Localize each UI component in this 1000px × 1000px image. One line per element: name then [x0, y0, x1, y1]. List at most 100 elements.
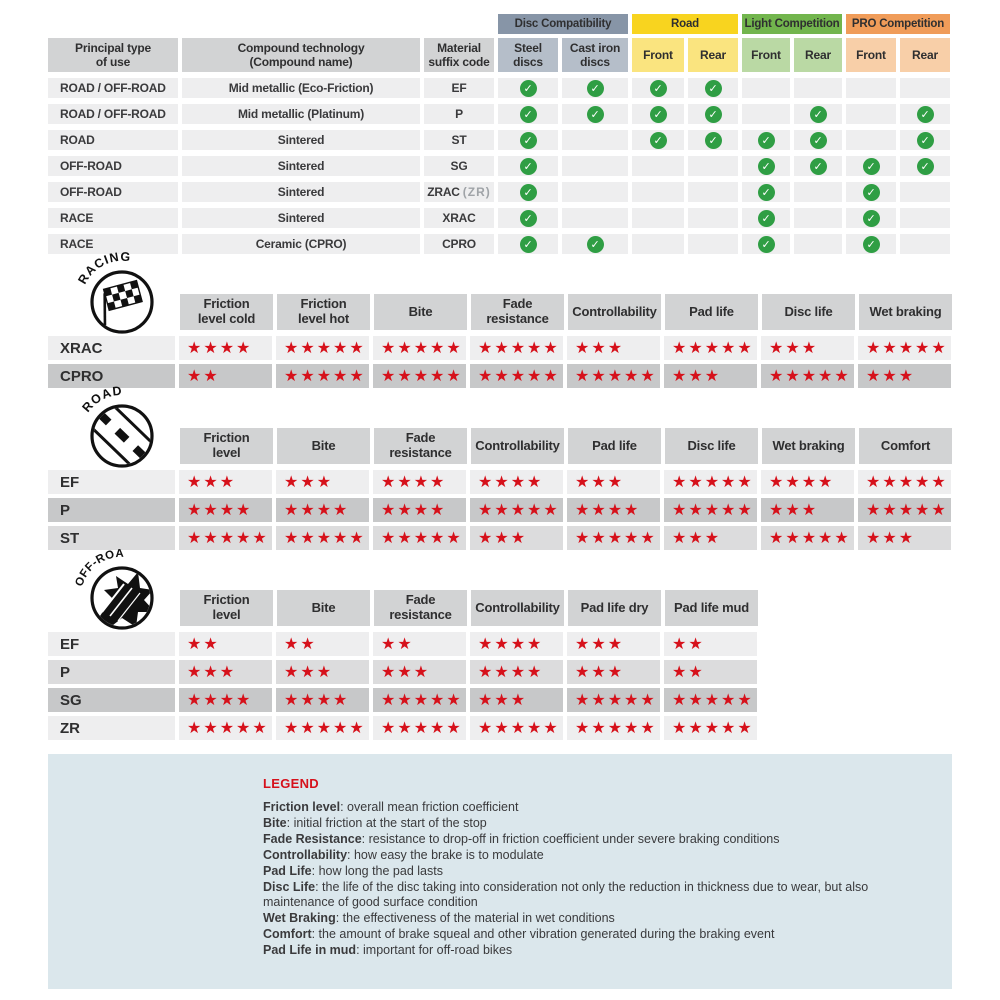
- legend-desc: : initial friction at the start of the s…: [286, 815, 487, 830]
- column-header: Rear: [688, 38, 738, 72]
- check-cell: ✓: [498, 182, 558, 202]
- column-header: Front: [632, 38, 684, 72]
- material-code: EF: [451, 81, 467, 95]
- column-header: Pad life dry: [568, 590, 661, 626]
- legend-desc: : how long the pad lasts: [311, 863, 443, 878]
- legend-desc: : important for off-road bikes: [356, 943, 513, 958]
- column-header: Wet braking: [859, 294, 952, 330]
- legend-desc: : how easy the brake is to modulate: [347, 847, 544, 862]
- group-header-pro-competition: PRO Competition: [846, 14, 950, 34]
- material-code: P: [455, 107, 463, 121]
- check-icon: ✓: [519, 235, 537, 253]
- star-icons: ★★★★★: [769, 366, 851, 385]
- star-rating: ★★★★★: [373, 364, 466, 388]
- star-icons: ★★★★★: [672, 500, 754, 519]
- check-cell: [742, 104, 790, 124]
- column-header: Fade resistance: [374, 590, 467, 626]
- check-cell: ✓: [742, 208, 790, 228]
- star-icons: ★★★★: [381, 500, 447, 519]
- star-rating: ★★★: [179, 660, 272, 684]
- check-cell: ✓: [562, 104, 628, 124]
- legend-entry: Wet Braking: the effectiveness of the ma…: [263, 911, 912, 927]
- star-rating: ★★★★: [470, 632, 563, 656]
- star-icons: ★★★★★: [769, 528, 851, 547]
- code-cell: CPRO: [424, 234, 494, 254]
- star-icons: ★★★★: [187, 690, 253, 709]
- compat-row: ROAD Sintered ST ✓ ✓ ✓ ✓ ✓ ✓: [48, 130, 952, 150]
- compound-label: ZR: [48, 716, 175, 740]
- star-rating: ★★: [664, 632, 757, 656]
- column-header: Compound technology (Compound name): [182, 38, 420, 72]
- rating-row-st: ST ★★★★★ ★★★★★ ★★★★★ ★★★ ★★★★★ ★★★ ★★★★★ ★★★: [48, 526, 952, 550]
- compound-label: EF: [48, 632, 175, 656]
- use-cell: RACE: [48, 208, 178, 228]
- legend-entry: Controllability: how easy the brake is t…: [263, 848, 912, 864]
- column-header: Fade resistance: [471, 294, 564, 330]
- compat-row: ROAD / OFF-ROAD Mid metallic (Eco-Frictio…: [48, 78, 952, 98]
- check-cell: [688, 234, 738, 254]
- use-cell: RACE: [48, 234, 178, 254]
- star-rating: ★★★★: [761, 470, 854, 494]
- legend-term: Disc Life: [263, 879, 316, 894]
- compat-row: ROAD / OFF-ROAD Mid metallic (Platinum) P ✓…: [48, 104, 952, 124]
- check-icon: ✓: [519, 157, 537, 175]
- compound-label: CPRO: [48, 364, 175, 388]
- check-cell: [794, 234, 842, 254]
- star-rating: ★★★: [567, 470, 660, 494]
- check-cell: ✓: [632, 78, 684, 98]
- star-icons: ★★★★: [478, 662, 544, 681]
- star-rating: ★★★: [858, 364, 951, 388]
- compat-row: RACE Sintered XRAC ✓ ✓ ✓: [48, 208, 952, 228]
- check-cell: ✓: [794, 104, 842, 124]
- star-rating: ★★★: [470, 688, 563, 712]
- star-icons: ★★★: [381, 662, 431, 681]
- check-icon: ✓: [519, 131, 537, 149]
- star-icons: ★★★: [769, 338, 819, 357]
- compound-label: ST: [48, 526, 175, 550]
- star-icons: ★★★★★: [187, 528, 269, 547]
- check-icon: ✓: [649, 105, 667, 123]
- check-cell: [632, 234, 684, 254]
- star-icons: ★★: [187, 634, 220, 653]
- check-icon: ✓: [757, 183, 775, 201]
- star-rating: ★★: [276, 632, 369, 656]
- star-icons: ★★★: [284, 472, 334, 491]
- column-header: Fade resistance: [374, 428, 467, 464]
- star-icons: ★★★★★: [672, 690, 754, 709]
- star-icons: ★★★★★: [284, 528, 366, 547]
- star-rating: ★★: [664, 660, 757, 684]
- check-cell: [688, 208, 738, 228]
- star-icons: ★★★★★: [381, 366, 463, 385]
- column-header: Cast iron discs: [562, 38, 628, 72]
- star-icons: ★★★★: [769, 472, 835, 491]
- use-cell: ROAD / OFF-ROAD: [48, 104, 178, 124]
- check-icon: ✓: [862, 183, 880, 201]
- compound-label: P: [48, 498, 175, 522]
- column-header: Front: [846, 38, 896, 72]
- check-cell: [632, 208, 684, 228]
- legend-entry: Friction level: overall mean friction co…: [263, 800, 912, 816]
- star-icons: ★★★: [187, 662, 237, 681]
- star-rating: ★★★★★: [373, 336, 466, 360]
- check-icon: ✓: [862, 235, 880, 253]
- star-rating: ★★★★: [179, 498, 272, 522]
- star-rating: ★★★: [470, 526, 563, 550]
- star-rating: ★★★: [276, 660, 369, 684]
- check-icon: ✓: [704, 131, 722, 149]
- check-icon: ✓: [649, 79, 667, 97]
- star-icons: ★★★★: [284, 690, 350, 709]
- check-cell: [688, 182, 738, 202]
- compound-cell: Mid metallic (Platinum): [182, 104, 420, 124]
- star-rating: ★★★: [179, 470, 272, 494]
- check-cell: ✓: [846, 156, 896, 176]
- legend-desc: : the effectiveness of the material in w…: [335, 911, 615, 926]
- check-cell: ✓: [900, 130, 950, 150]
- check-icon: ✓: [862, 157, 880, 175]
- code-cell: EF: [424, 78, 494, 98]
- legend-term: Pad Life in mud: [263, 943, 357, 958]
- column-header: Controllability: [471, 428, 564, 464]
- check-icon: ✓: [757, 131, 775, 149]
- material-code: XRAC: [442, 211, 476, 225]
- star-icons: ★★★: [672, 528, 722, 547]
